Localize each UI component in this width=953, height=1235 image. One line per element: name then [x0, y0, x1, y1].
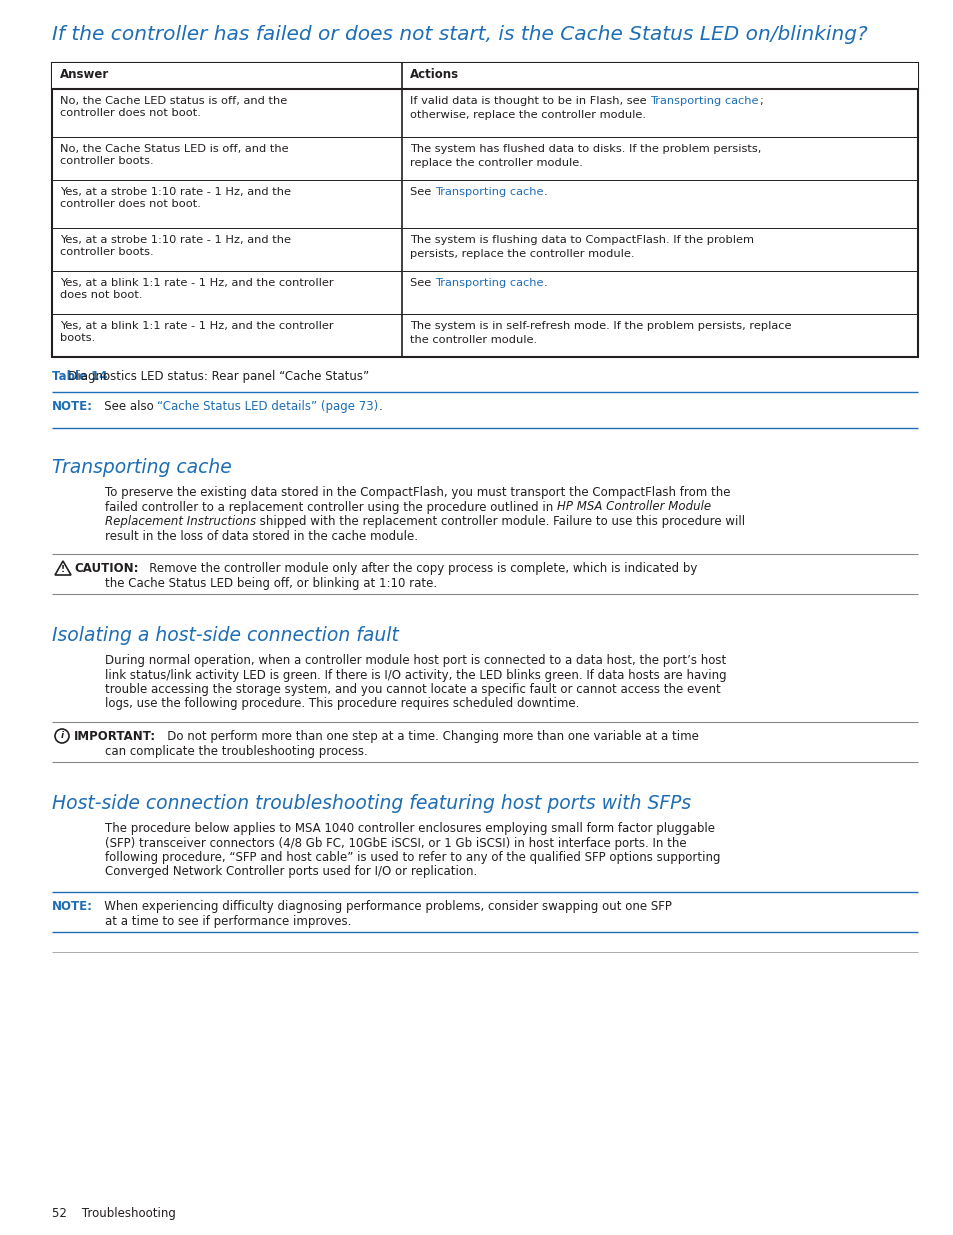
Text: No, the Cache Status LED is off, and the
controller boots.: No, the Cache Status LED is off, and the… [60, 144, 289, 165]
Text: Transporting cache: Transporting cache [650, 96, 758, 106]
Text: The system has flushed data to disks. If the problem persists,: The system has flushed data to disks. If… [410, 144, 760, 154]
Text: The procedure below applies to MSA 1040 controller enclosures employing small fo: The procedure below applies to MSA 1040 … [105, 823, 714, 835]
Text: To preserve the existing data stored in the CompactFlash, you must transport the: To preserve the existing data stored in … [105, 487, 730, 499]
Text: Transporting cache: Transporting cache [52, 458, 232, 477]
Text: Yes, at a blink 1:1 rate - 1 Hz, and the controller
does not boot.: Yes, at a blink 1:1 rate - 1 Hz, and the… [60, 278, 334, 300]
Text: If valid data is thought to be in Flash, see: If valid data is thought to be in Flash,… [410, 96, 650, 106]
Text: (SFP) transceiver connectors (4/8 Gb FC, 10GbE iSCSI, or 1 Gb iSCSI) in host int: (SFP) transceiver connectors (4/8 Gb FC,… [105, 836, 686, 850]
Text: .: . [378, 400, 382, 412]
Text: Transporting cache: Transporting cache [435, 186, 543, 198]
Text: The system is flushing data to CompactFlash. If the problem: The system is flushing data to CompactFl… [410, 235, 753, 245]
Text: NOTE:: NOTE: [52, 900, 92, 913]
Text: Actions: Actions [410, 68, 458, 82]
Text: NOTE:: NOTE: [52, 400, 92, 412]
Text: See: See [410, 278, 435, 288]
Text: See: See [410, 186, 435, 198]
Text: Diagnostics LED status: Rear panel “Cache Status”: Diagnostics LED status: Rear panel “Cach… [57, 370, 369, 383]
Text: at a time to see if performance improves.: at a time to see if performance improves… [105, 914, 351, 927]
Text: No, the Cache LED status is off, and the
controller does not boot.: No, the Cache LED status is off, and the… [60, 96, 287, 117]
Text: “Cache Status LED details” (page 73): “Cache Status LED details” (page 73) [157, 400, 378, 412]
Text: If the controller has failed or does not start, is the Cache Status LED on/blink: If the controller has failed or does not… [52, 25, 866, 44]
Text: Yes, at a strobe 1:10 rate - 1 Hz, and the
controller does not boot.: Yes, at a strobe 1:10 rate - 1 Hz, and t… [60, 186, 291, 209]
Text: Yes, at a blink 1:1 rate - 1 Hz, and the controller
boots.: Yes, at a blink 1:1 rate - 1 Hz, and the… [60, 321, 334, 342]
Text: result in the loss of data stored in the cache module.: result in the loss of data stored in the… [105, 530, 417, 542]
Text: Transporting cache: Transporting cache [435, 278, 543, 288]
Text: trouble accessing the storage system, and you cannot locate a specific fault or : trouble accessing the storage system, an… [105, 683, 720, 697]
Text: .: . [543, 186, 546, 198]
Text: replace the controller module.: replace the controller module. [410, 158, 582, 168]
Text: Converged Network Controller ports used for I/O or replication.: Converged Network Controller ports used … [105, 866, 476, 878]
Text: Isolating a host-side connection fault: Isolating a host-side connection fault [52, 626, 398, 645]
Text: CAUTION:: CAUTION: [74, 562, 138, 576]
Text: Answer: Answer [60, 68, 110, 82]
Text: logs, use the following procedure. This procedure requires scheduled downtime.: logs, use the following procedure. This … [105, 698, 578, 710]
Text: .: . [543, 278, 546, 288]
Text: the Cache Status LED being off, or blinking at 1:10 rate.: the Cache Status LED being off, or blink… [105, 577, 436, 589]
Text: Yes, at a strobe 1:10 rate - 1 Hz, and the
controller boots.: Yes, at a strobe 1:10 rate - 1 Hz, and t… [60, 235, 291, 257]
Text: IMPORTANT:: IMPORTANT: [74, 730, 156, 743]
Text: Remove the controller module only after the copy process is complete, which is i: Remove the controller module only after … [138, 562, 698, 576]
Text: Host-side connection troubleshooting featuring host ports with SFPs: Host-side connection troubleshooting fea… [52, 794, 690, 813]
Text: link status/link activity LED is green. If there is I/O activity, the LED blinks: link status/link activity LED is green. … [105, 668, 726, 682]
Text: !: ! [61, 564, 65, 573]
Text: can complicate the troubleshooting process.: can complicate the troubleshooting proce… [105, 745, 367, 757]
Bar [52, 63, 917, 89]
Text: failed controller to a replacement controller using the procedure outlined in: failed controller to a replacement contr… [105, 500, 557, 514]
Text: Replacement Instructions: Replacement Instructions [105, 515, 255, 529]
Text: 52    Troubleshooting: 52 Troubleshooting [52, 1207, 175, 1220]
Text: The system is in self-refresh mode. If the problem persists, replace: The system is in self-refresh mode. If t… [410, 321, 791, 331]
Bar [52, 63, 917, 357]
Text: otherwise, replace the controller module.: otherwise, replace the controller module… [410, 110, 645, 120]
Text: During normal operation, when a controller module host port is connected to a da: During normal operation, when a controll… [105, 655, 725, 667]
Text: HP MSA Controller Module: HP MSA Controller Module [557, 500, 710, 514]
Text: Do not perform more than one step at a time. Changing more than one variable at : Do not perform more than one step at a t… [156, 730, 699, 743]
Text: shipped with the replacement controller module. Failure to use this procedure wi: shipped with the replacement controller … [255, 515, 744, 529]
Text: the controller module.: the controller module. [410, 335, 537, 345]
Text: ;: ; [758, 96, 761, 106]
Text: persists, replace the controller module.: persists, replace the controller module. [410, 249, 634, 259]
Text: i: i [60, 731, 64, 741]
Text: following procedure, “SFP and host cable” is used to refer to any of the qualifi: following procedure, “SFP and host cable… [105, 851, 720, 864]
Text: When experiencing difficulty diagnosing performance problems, consider swapping : When experiencing difficulty diagnosing … [92, 900, 671, 913]
Text: See also: See also [92, 400, 157, 412]
Text: Table 14: Table 14 [52, 370, 108, 383]
